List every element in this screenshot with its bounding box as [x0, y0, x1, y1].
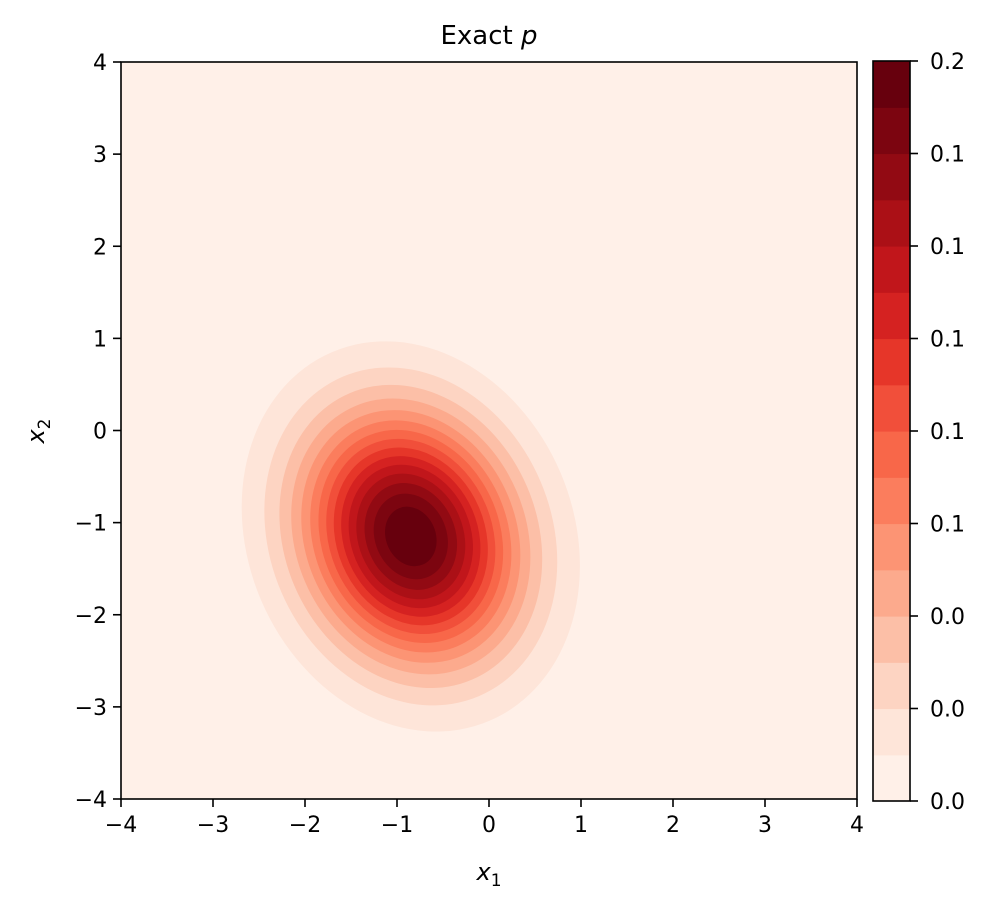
- y-axis-label-sub: 2: [35, 418, 55, 429]
- x-tick-label: −4: [105, 813, 137, 838]
- y-tick-label: 1: [93, 327, 107, 352]
- chart-title-text: Exact: [440, 21, 512, 51]
- colorbar-tick-label: 0.1: [930, 328, 965, 353]
- colorbar-band: [873, 754, 910, 802]
- x-tick-label: −3: [197, 813, 229, 838]
- colorbar-tick-label: 0.1: [930, 143, 965, 168]
- colorbar-tick-label: 0.0: [930, 605, 965, 630]
- colorbar-band: [873, 477, 910, 525]
- colorbar-tick-label: 0.2: [930, 50, 965, 75]
- colorbar-band: [873, 708, 910, 756]
- y-tick-label: 3: [93, 143, 107, 168]
- x-tick-label: 1: [574, 813, 588, 838]
- colorbar-band: [873, 662, 910, 710]
- colorbar-tick-label: 0.1: [930, 235, 965, 260]
- colorbar-band: [873, 153, 910, 201]
- colorbar: 0.0 0.0 0.0 0.1 0.1 0.1 0.1 0.1 0.2: [872, 50, 965, 815]
- y-tick-label: −2: [75, 604, 107, 629]
- colorbar-band: [873, 246, 910, 293]
- x-tick-label: 2: [666, 813, 680, 838]
- x-axis-label: x1: [475, 858, 501, 891]
- x-tick-label: −1: [381, 813, 413, 838]
- contour-fill: [241, 341, 580, 732]
- x-tick-label: −2: [289, 813, 321, 838]
- y-tick-label: 4: [93, 51, 107, 76]
- chart-title-symbol: p: [520, 21, 538, 51]
- colorbar-band: [873, 292, 910, 340]
- colorbar-band: [873, 61, 910, 108]
- x-tick-label: 3: [758, 813, 772, 838]
- chart-title: Exact p: [440, 21, 537, 51]
- colorbar-tick-label: 0.0: [930, 698, 965, 723]
- colorbar-band: [873, 384, 910, 432]
- contour-band: [384, 506, 437, 567]
- colorbar-tick-label: 0.1: [930, 420, 965, 445]
- colorbar-tick-label: 0.0: [930, 790, 965, 815]
- x-axis: −4 −3 −2 −1 0 1 2 3 4: [105, 799, 864, 838]
- y-axis-label: x2: [22, 418, 55, 444]
- colorbar-band: [873, 431, 910, 478]
- x-tick-label: 0: [482, 813, 496, 838]
- colorbar-band: [873, 199, 910, 247]
- colorbar-tick-label: 0.1: [930, 513, 965, 538]
- x-axis-label-var: x: [475, 858, 491, 886]
- y-tick-label: −3: [75, 696, 107, 721]
- colorbar-band: [873, 107, 910, 155]
- colorbar-band: [873, 523, 910, 571]
- y-axis-label-var: x: [22, 429, 50, 445]
- colorbar-band: [873, 569, 910, 617]
- y-tick-label: −1: [75, 512, 107, 537]
- colorbar-band: [873, 616, 910, 663]
- y-axis: −4 −3 −2 −1 0 1 2 3 4: [75, 51, 121, 813]
- x-axis-label-sub: 1: [491, 871, 502, 891]
- y-tick-label: −4: [75, 788, 107, 813]
- x-tick-label: 4: [850, 813, 864, 838]
- y-tick-label: 0: [93, 420, 107, 445]
- y-tick-label: 2: [93, 235, 107, 260]
- colorbar-band: [873, 338, 910, 386]
